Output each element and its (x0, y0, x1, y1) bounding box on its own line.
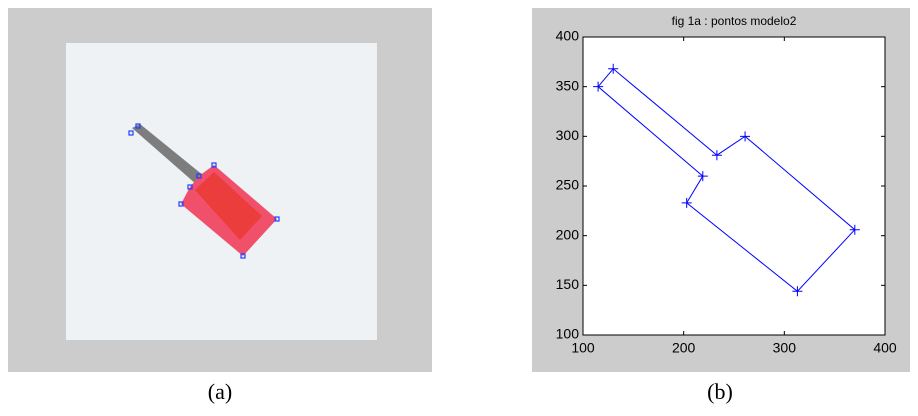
x-tick-label: 400 (873, 340, 897, 356)
y-tick-label: 250 (556, 177, 580, 193)
caption: (b) (707, 379, 733, 404)
photo-panel (8, 8, 432, 372)
x-tick-label: 100 (571, 340, 595, 356)
y-tick-label: 150 (556, 276, 580, 292)
x-tick-label: 200 (672, 340, 696, 356)
chart-title: fig 1a : pontos modelo2 (672, 14, 797, 28)
figure: fig 1a : pontos modelo2 (a) (b) 100 150 20… (0, 0, 918, 411)
plot-panel: fig 1a : pontos modelo2 (532, 8, 910, 372)
x-tick-label: 300 (773, 340, 797, 356)
y-tick-label: 350 (556, 77, 580, 93)
y-tick-label: 300 (556, 127, 580, 143)
y-tick-label: 200 (556, 226, 580, 242)
caption: (a) (208, 379, 232, 404)
y-tick-label: 400 (556, 28, 580, 44)
